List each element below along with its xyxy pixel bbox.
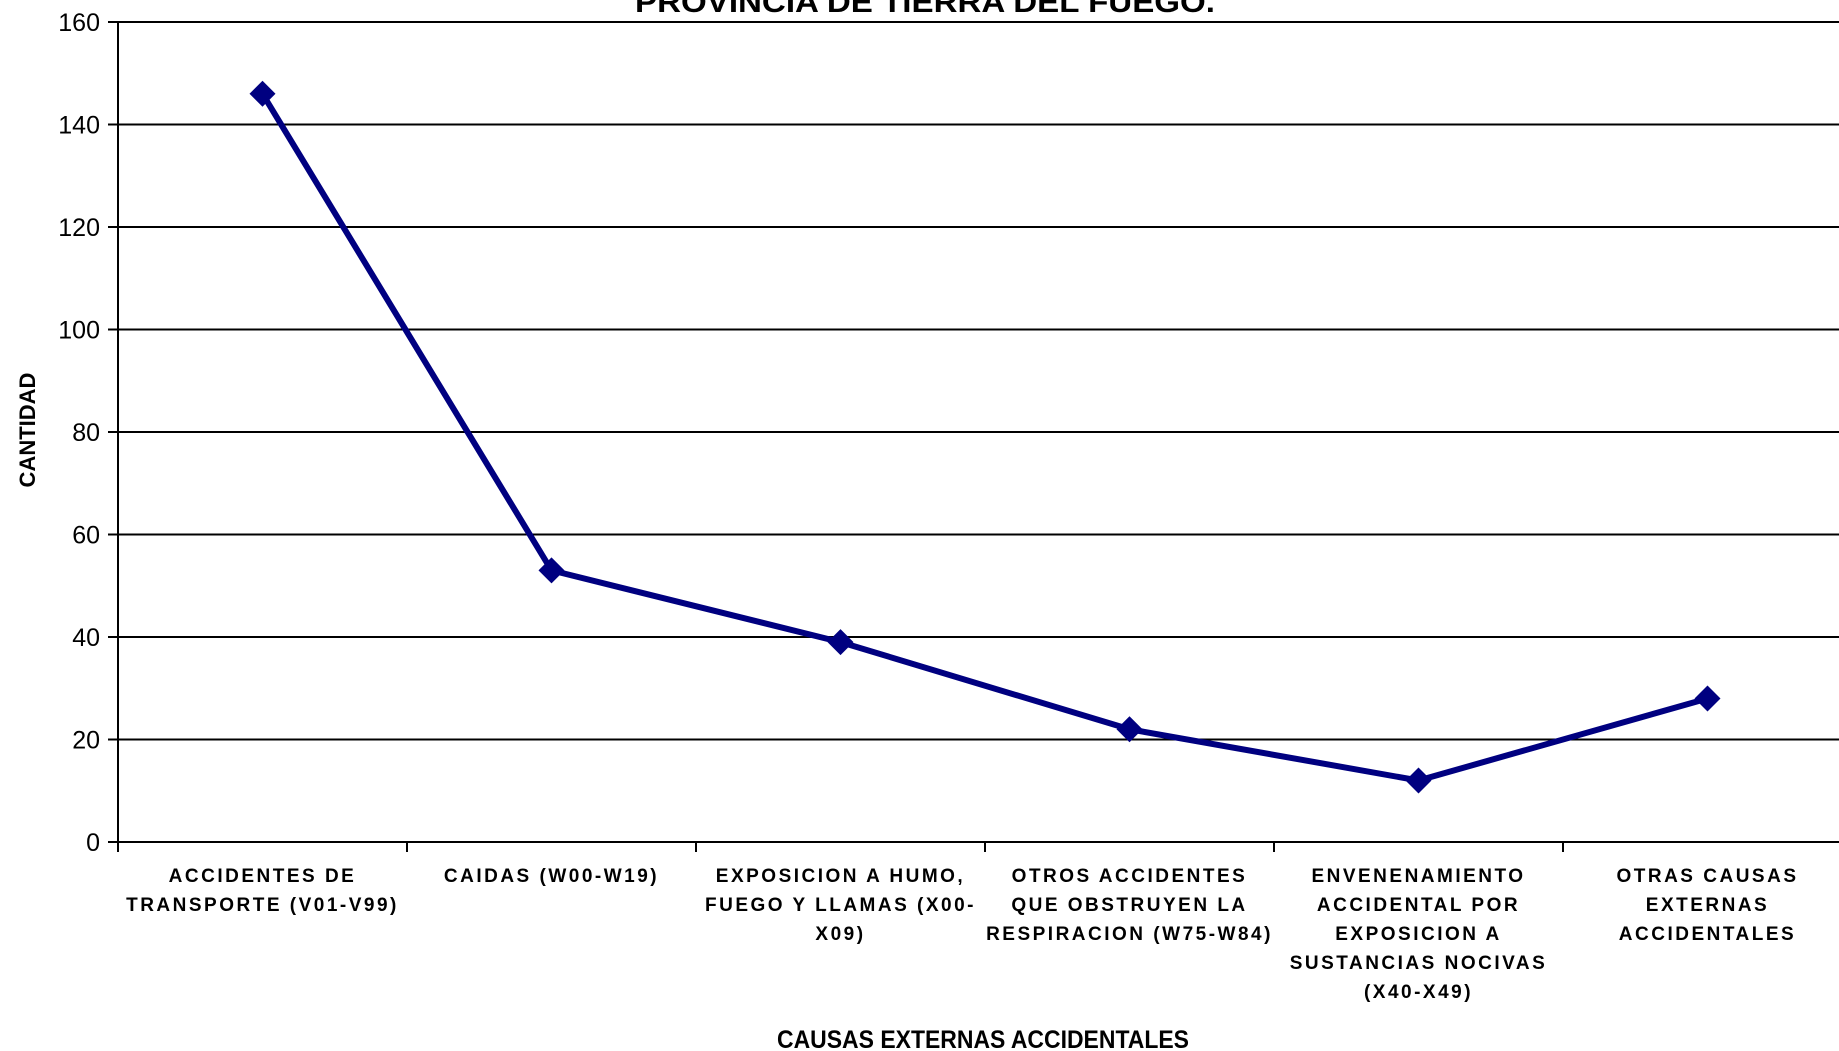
y-tick-label: 20 — [72, 727, 100, 755]
axes — [108, 21, 1839, 852]
data-point-diamond — [1116, 716, 1143, 743]
y-tick-label: 120 — [58, 214, 100, 242]
x-category-label: EXPOSICION A HUMO, FUEGO Y LLAMAS (X00-X0… — [705, 866, 976, 945]
chart-title: PROVINCIA DE TIERRA DEL FUEGO. — [635, 0, 1215, 19]
y-tick-label: 60 — [72, 522, 100, 550]
y-tick-label: 0 — [86, 829, 100, 857]
y-tick-label: 40 — [72, 624, 100, 652]
data-point-diamond — [1694, 685, 1721, 712]
data-point-diamond — [1405, 767, 1432, 794]
x-category-label: ENVENENAMIENTO ACCIDENTAL POR EXPOSICION A… — [1290, 866, 1548, 1003]
data-point-diamond — [538, 557, 565, 584]
y-tick-label: 80 — [72, 419, 100, 447]
series-line-layer — [259, 92, 1709, 784]
y-axis-title: CANTIDAD — [15, 373, 40, 488]
x-category-label: OTROS ACCIDENTES QUE OBSTRUYEN LA RESPIRAC… — [986, 866, 1273, 945]
series-line — [259, 92, 1709, 784]
gridlines — [118, 21, 1839, 741]
data-point-diamond — [249, 80, 276, 107]
x-category-labels: ACCIDENTES DE TRANSPORTE (V01-V99) CAIDAS … — [126, 866, 1798, 1003]
y-tick-label: 140 — [58, 112, 100, 140]
x-category-label: OTRAS CAUSAS EXTERNAS ACCIDENTALES — [1616, 866, 1798, 945]
x-axis-title: CAUSAS EXTERNAS ACCIDENTALES — [777, 1026, 1189, 1051]
y-tick-labels: 0 20 40 60 80 100 120 140 160 — [58, 9, 100, 857]
x-category-label: ACCIDENTES DE TRANSPORTE (V01-V99) — [126, 866, 399, 916]
data-point-markers — [249, 80, 1721, 794]
x-category-label: CAIDAS (W00-W19) — [444, 866, 659, 887]
y-tick-label: 100 — [58, 317, 100, 345]
y-tick-label: 160 — [58, 9, 100, 37]
data-point-diamond — [827, 629, 854, 656]
